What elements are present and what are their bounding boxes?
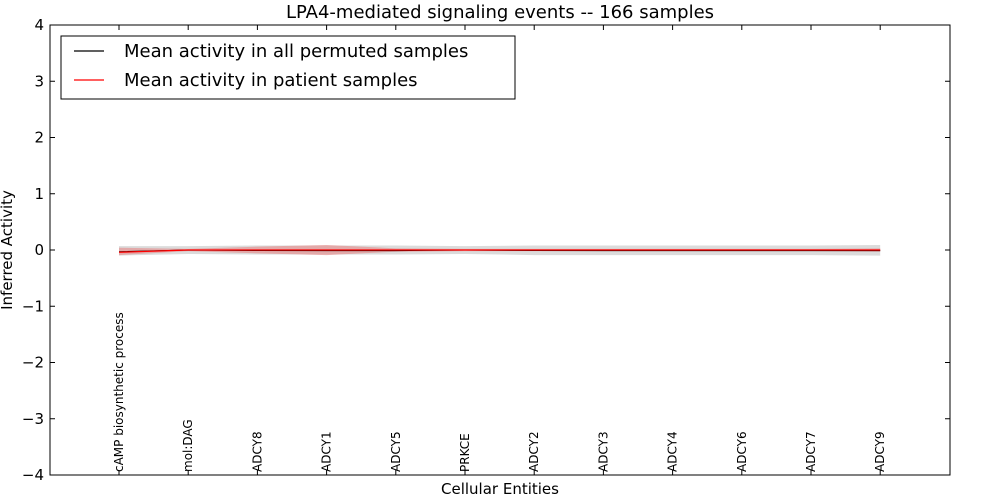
category-label: ADCY5 [389,431,403,472]
y-tick-label: 2 [34,129,44,147]
y-tick-label: 0 [34,241,44,259]
category-label: ADCY9 [873,431,887,472]
category-label: ADCY2 [527,431,541,472]
x-axis-label: Cellular Entities [441,480,559,498]
category-label: cAMP biosynthetic process [112,312,126,472]
category-label: ADCY3 [596,431,610,472]
y-axis: 4 3 2 1 0 −1 −2 −3 −4 [22,16,950,484]
category-label: ADCY6 [735,431,749,472]
legend-entry-label: Mean activity in patient samples [124,70,418,91]
category-label: mol:DAG [181,419,195,472]
y-tick-label: 1 [34,185,44,203]
y-tick-label: 4 [34,16,44,34]
category-label: ADCY1 [320,431,334,472]
category-label: ADCY4 [666,431,680,472]
y-tick-label: −4 [22,466,44,484]
y-tick-label: −1 [22,297,44,315]
legend-box [60,35,516,100]
category-label: ADCY7 [804,431,818,472]
category-label: ADCY8 [250,431,264,472]
series-lines [118,249,881,253]
y-tick-label: −3 [22,410,44,428]
line-series-2 [118,249,881,253]
chart-title: LPA4-mediated signaling events -- 166 sa… [286,2,714,23]
legend-entry-label: Mean activity in all permuted samples [124,41,468,62]
x-axis: cAMP biosynthetic process mol:DAG ADCY8 ADC… [112,25,887,475]
y-tick-label: 3 [34,72,44,90]
y-tick-label: −2 [22,354,44,372]
legend: Mean activity in all permuted samples Mea… [60,35,516,100]
category-label: PRKCE [458,433,472,472]
y-axis-label: Inferred Activity [0,190,16,310]
